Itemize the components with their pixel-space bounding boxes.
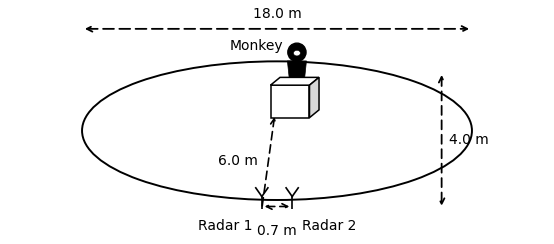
Text: 18.0 m: 18.0 m [253, 7, 301, 21]
Text: 6.0 m: 6.0 m [218, 154, 258, 168]
Polygon shape [310, 77, 319, 118]
Polygon shape [270, 85, 310, 118]
Ellipse shape [294, 50, 300, 56]
Text: 0.7 m: 0.7 m [257, 224, 297, 238]
Circle shape [288, 43, 306, 61]
Text: Monkey: Monkey [229, 39, 283, 53]
Polygon shape [270, 77, 319, 85]
Text: 4.0 m: 4.0 m [449, 133, 489, 147]
Text: Radar 1: Radar 1 [198, 219, 252, 234]
Text: Radar 2: Radar 2 [302, 219, 356, 234]
Polygon shape [288, 61, 306, 77]
